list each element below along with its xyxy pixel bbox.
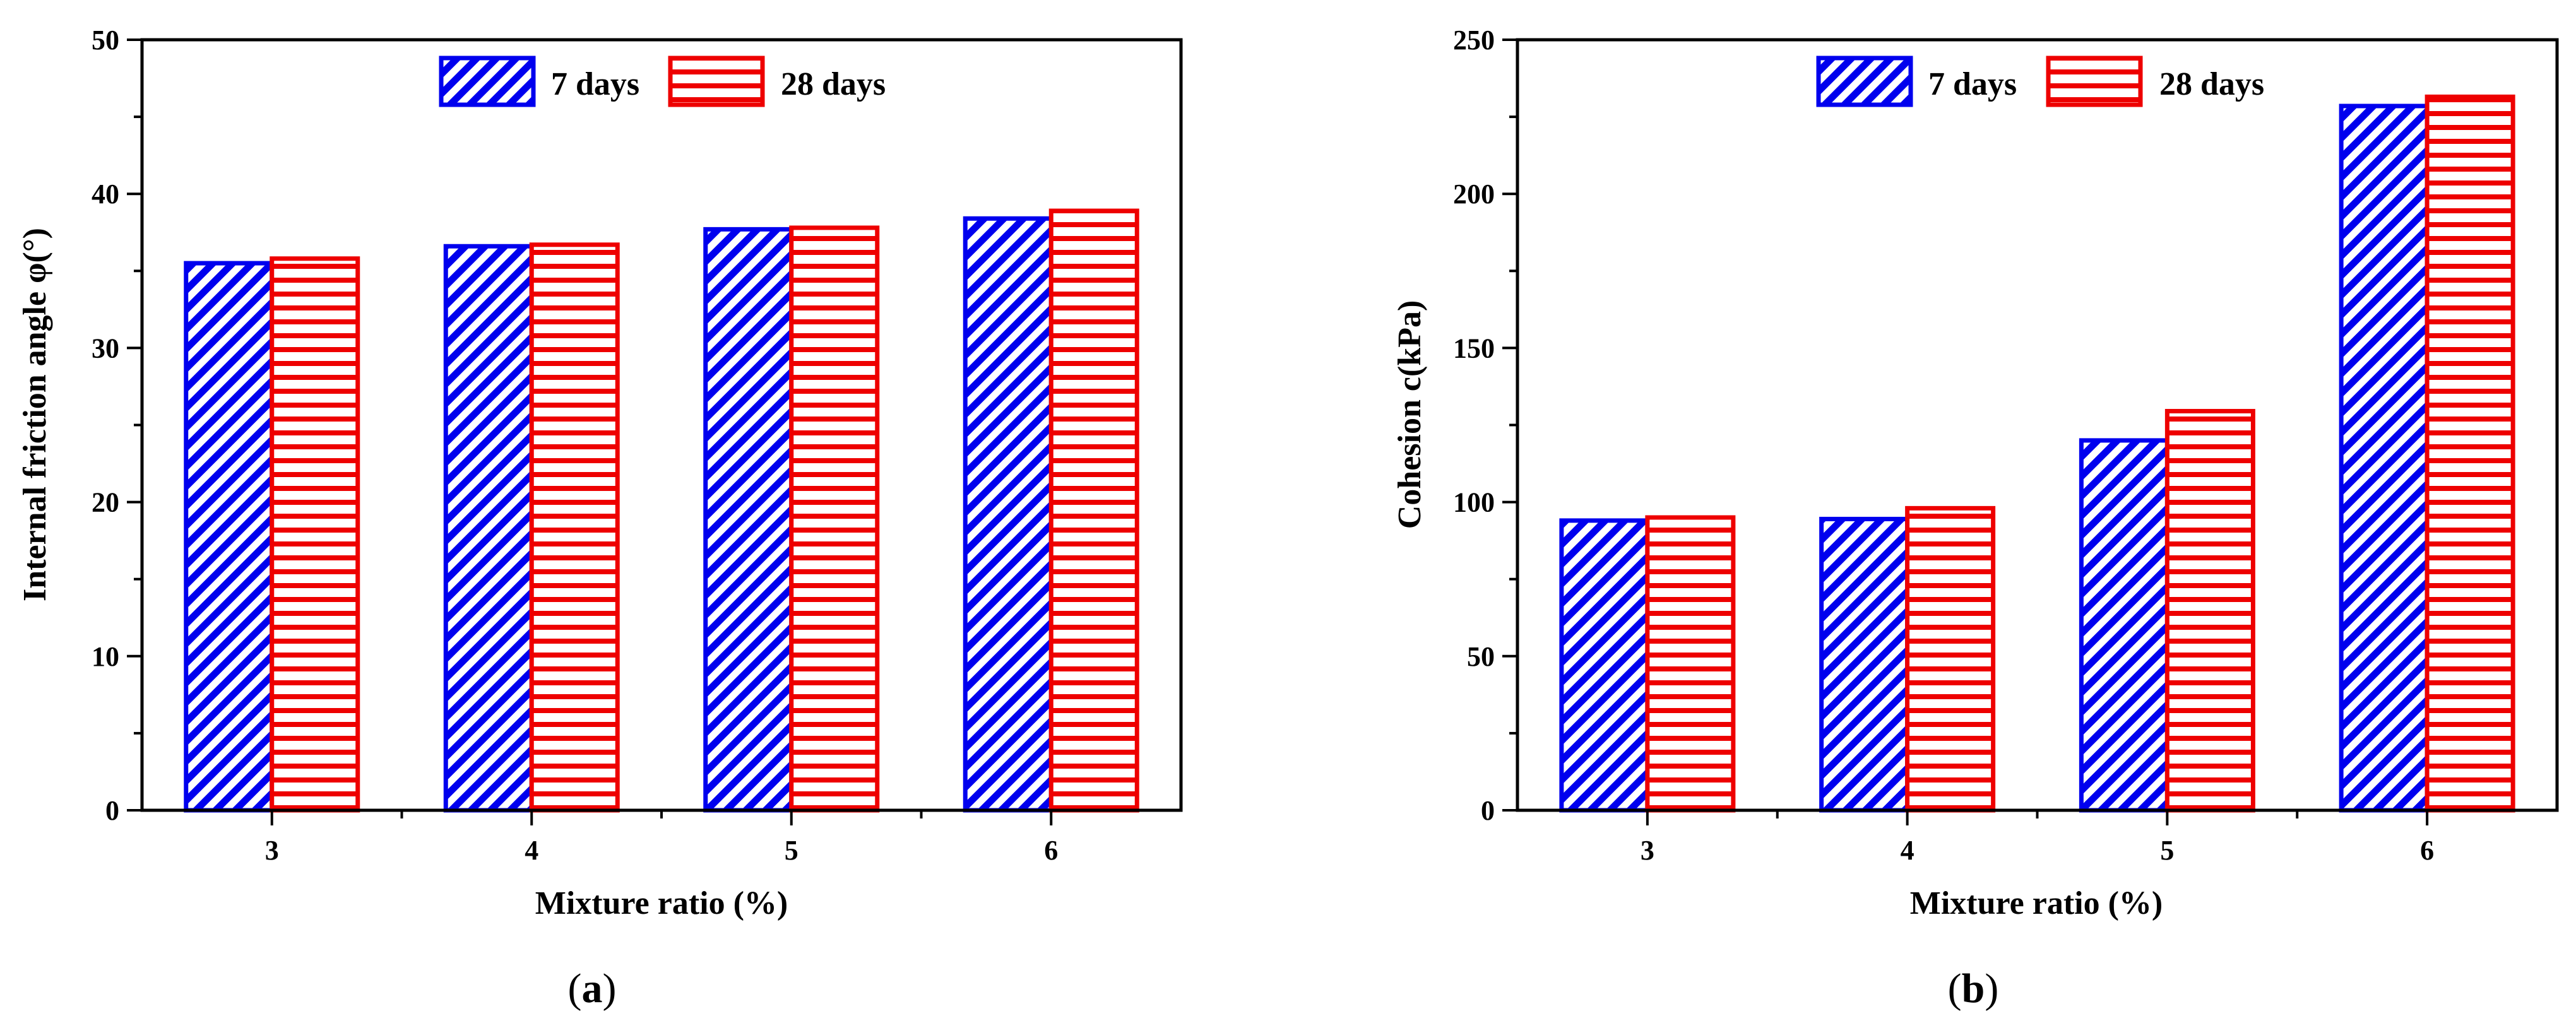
legend-label-7-days: 7 days — [1928, 66, 2017, 102]
y-tick-label: 150 — [1453, 333, 1495, 363]
bar-7-days-5 — [2079, 438, 2169, 813]
bar-28-days-3 — [1645, 515, 1736, 813]
bar-28-days-6 — [2425, 94, 2515, 813]
panel-label-a: (a) — [568, 966, 617, 1012]
y-tick-label: 0 — [105, 795, 119, 826]
legend-label-28-days: 28 days — [2159, 66, 2264, 102]
y-axis-title: Internal friction angle φ(°) — [17, 228, 53, 601]
legend-swatch-7-days — [1816, 56, 1913, 107]
panel-label-open: ( — [568, 966, 582, 1012]
y-tick-label: 200 — [1453, 179, 1495, 210]
x-tick-label: 3 — [1641, 835, 1654, 866]
bar-28-days-4 — [1905, 505, 1996, 813]
panel-label-close: ) — [1985, 966, 1998, 1012]
x-tick-label: 5 — [785, 835, 798, 866]
x-tick-label: 5 — [2160, 835, 2174, 866]
panel-label-letter: b — [1962, 966, 1985, 1012]
x-axis-title: Mixture ratio (%) — [535, 885, 788, 921]
y-tick-label: 10 — [92, 641, 119, 672]
x-ticks: 3 4 5 6 — [265, 810, 1058, 866]
bars-group — [184, 208, 1139, 813]
panel-label-close: ) — [603, 966, 617, 1012]
bar-7-days-4 — [443, 244, 534, 813]
y-ticks: 0 50 100 150 200 250 — [1453, 25, 1517, 826]
cohesion-chart: 0 50 100 150 200 250 3 4 5 6 Cohesion c(kPa) Mix… — [1392, 25, 2559, 1012]
y-tick-label: 30 — [92, 333, 119, 363]
x-ticks: 3 4 5 6 — [1641, 810, 2434, 866]
y-tick-label: 50 — [92, 25, 119, 56]
y-tick-label: 250 — [1453, 25, 1495, 56]
legend-swatch-7-days — [439, 56, 536, 107]
y-tick-label: 20 — [92, 487, 119, 518]
bar-7-days-3 — [184, 261, 275, 813]
y-ticks: 0 10 20 30 40 50 — [92, 25, 142, 826]
panel-label-b: (b) — [1948, 966, 1999, 1012]
bar-28-days-4 — [529, 242, 620, 813]
x-tick-label: 6 — [2420, 835, 2434, 866]
y-tick-label: 50 — [1467, 641, 1495, 672]
bar-7-days-3 — [1559, 518, 1650, 813]
bar-28-days-6 — [1048, 208, 1139, 813]
legend-swatch-28-days — [668, 56, 765, 107]
bar-28-days-5 — [2164, 409, 2255, 813]
bar-28-days-5 — [789, 225, 880, 813]
y-axis-title: Cohesion c(kPa) — [1392, 300, 1428, 529]
legend-swatch-28-days — [2046, 56, 2143, 107]
x-tick-label: 3 — [265, 835, 279, 866]
bar-7-days-4 — [1819, 516, 1910, 813]
bar-7-days-6 — [963, 216, 1054, 813]
y-tick-label: 100 — [1453, 487, 1495, 518]
y-tick-label: 40 — [92, 179, 119, 210]
x-tick-label: 4 — [525, 835, 538, 866]
panel-label-open: ( — [1948, 966, 1962, 1012]
legend: 7 days 28 days — [1816, 56, 2264, 107]
x-axis-title: Mixture ratio (%) — [1910, 885, 2163, 921]
bars-group — [1559, 94, 2515, 813]
x-tick-label: 4 — [1901, 835, 1914, 866]
x-tick-label: 6 — [1044, 835, 1058, 866]
bar-7-days-5 — [703, 227, 794, 813]
legend-label-7-days: 7 days — [551, 66, 639, 102]
friction-angle-chart: 0 10 20 30 40 50 3 4 5 6 Internal friction angle… — [17, 25, 1183, 1012]
panel-label-letter: a — [582, 966, 603, 1012]
y-tick-label: 0 — [1481, 795, 1495, 826]
bar-28-days-3 — [270, 256, 360, 813]
legend: 7 days 28 days — [439, 56, 886, 107]
bar-7-days-6 — [2339, 103, 2430, 813]
legend-label-28-days: 28 days — [781, 66, 886, 102]
